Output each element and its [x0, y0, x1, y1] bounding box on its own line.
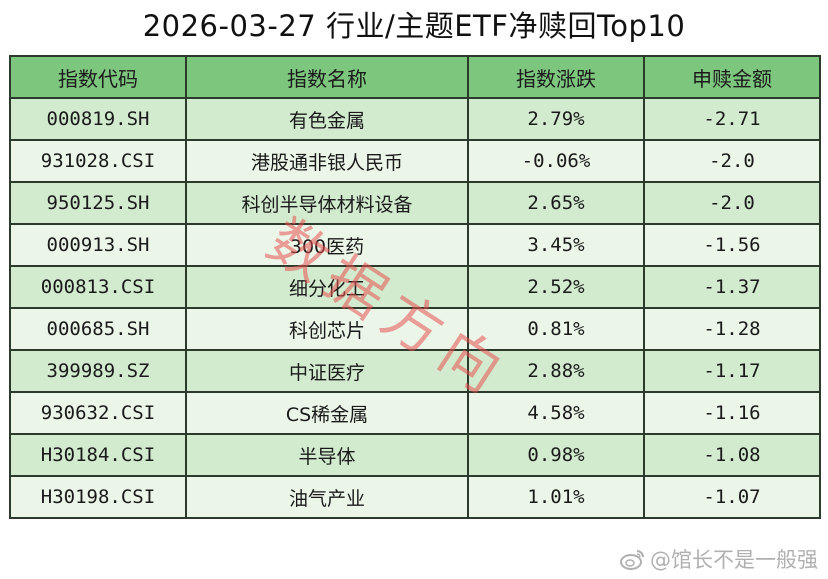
cell-code: 950125.SH [9, 181, 187, 225]
table-row: 930632.CSI CS稀金属 4.58% -1.16 [9, 391, 821, 435]
etf-redemption-table: 指数代码 指数名称 指数涨跌 申赎金额 000819.SH 有色金属 2.79%… [9, 55, 821, 519]
cell-change: -0.06% [467, 139, 645, 183]
cell-name: 港股通非银人民币 [185, 139, 469, 183]
page-title: 2026-03-27 行业/主题ETF净赎回Top10 [142, 9, 686, 43]
table-row: 000685.SH 科创芯片 0.81% -1.28 [9, 307, 821, 351]
cell-name: 油气产业 [185, 475, 469, 519]
cell-amount: -1.28 [643, 307, 821, 351]
cell-name: 有色金属 [185, 97, 469, 141]
column-header-amount: 申赎金额 [643, 55, 821, 99]
cell-change: 1.01% [467, 475, 645, 519]
cell-code: H30184.CSI [9, 433, 187, 477]
table-row: H30198.CSI 油气产业 1.01% -1.07 [9, 475, 821, 519]
cell-code: 930632.CSI [9, 391, 187, 435]
cell-name: 科创芯片 [185, 307, 469, 351]
cell-change: 0.98% [467, 433, 645, 477]
cell-change: 2.79% [467, 97, 645, 141]
column-header-change: 指数涨跌 [467, 55, 645, 99]
cell-name: 细分化工 [185, 265, 469, 309]
author-handle: @馆长不是一般强 [650, 548, 818, 572]
cell-name: 中证医疗 [185, 349, 469, 393]
cell-amount: -1.08 [643, 433, 821, 477]
cell-amount: -2.71 [643, 97, 821, 141]
table-row: H30184.CSI 半导体 0.98% -1.08 [9, 433, 821, 477]
cell-amount: -1.16 [643, 391, 821, 435]
cell-change: 2.88% [467, 349, 645, 393]
cell-code: 000913.SH [9, 223, 187, 267]
cell-change: 4.58% [467, 391, 645, 435]
cell-amount: -1.37 [643, 265, 821, 309]
cell-amount: -1.17 [643, 349, 821, 393]
author-credit: @馆长不是一般强 [620, 545, 818, 573]
cell-name: 半导体 [185, 433, 469, 477]
table-row: 000819.SH 有色金属 2.79% -2.71 [9, 97, 821, 141]
column-header-code: 指数代码 [9, 55, 187, 99]
table-header-row: 指数代码 指数名称 指数涨跌 申赎金额 [9, 55, 821, 99]
cell-name: 300医药 [185, 223, 469, 267]
cell-name: CS稀金属 [185, 391, 469, 435]
table-row: 931028.CSI 港股通非银人民币 -0.06% -2.0 [9, 139, 821, 183]
cell-change: 3.45% [467, 223, 645, 267]
weibo-icon [620, 548, 646, 570]
cell-change: 2.65% [467, 181, 645, 225]
cell-code: H30198.CSI [9, 475, 187, 519]
cell-amount: -1.56 [643, 223, 821, 267]
cell-code: 931028.CSI [9, 139, 187, 183]
cell-change: 2.52% [467, 265, 645, 309]
table-row: 950125.SH 科创半导体材料设备 2.65% -2.0 [9, 181, 821, 225]
cell-code: 000813.CSI [9, 265, 187, 309]
cell-amount: -1.07 [643, 475, 821, 519]
table-row: 399989.SZ 中证医疗 2.88% -1.17 [9, 349, 821, 393]
cell-name: 科创半导体材料设备 [185, 181, 469, 225]
cell-code: 000819.SH [9, 97, 187, 141]
cell-change: 0.81% [467, 307, 645, 351]
cell-code: 399989.SZ [9, 349, 187, 393]
table-row: 000813.CSI 细分化工 2.52% -1.37 [9, 265, 821, 309]
cell-code: 000685.SH [9, 307, 187, 351]
cell-amount: -2.0 [643, 181, 821, 225]
cell-amount: -2.0 [643, 139, 821, 183]
column-header-name: 指数名称 [185, 55, 469, 99]
table-row: 000913.SH 300医药 3.45% -1.56 [9, 223, 821, 267]
